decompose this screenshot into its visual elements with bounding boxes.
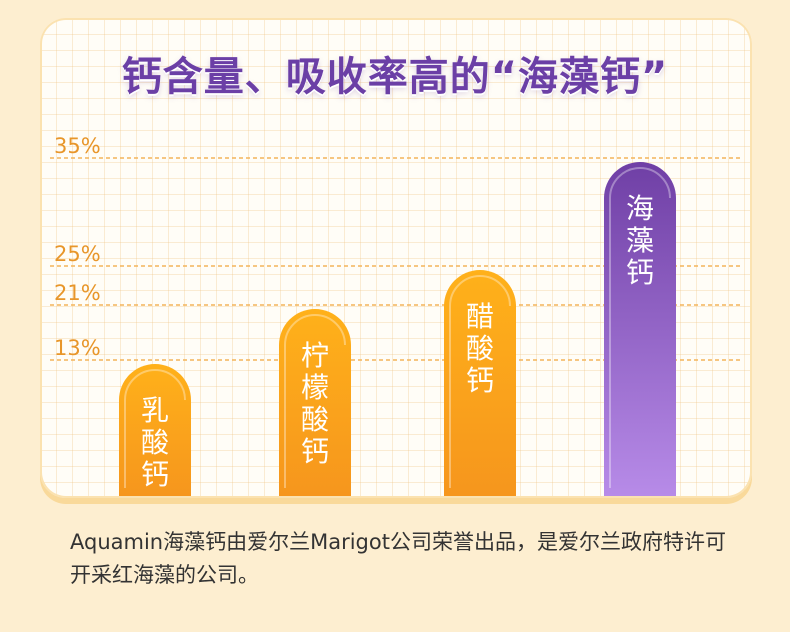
bar-category-label: 酸	[141, 426, 169, 459]
bar-highlight	[449, 275, 511, 488]
bar-highlight	[124, 369, 186, 488]
bar-category-label: 檬	[301, 371, 329, 404]
y-tick-label: 25%	[54, 242, 101, 266]
bar-highlight	[609, 167, 671, 488]
bar-category-label: 酸	[301, 403, 329, 436]
bar-category-label: 醋	[466, 300, 494, 333]
footer-description: Aquamin海藻钙由爱尔兰Marigot公司荣誉出品，是爱尔兰政府特许可开采红…	[70, 530, 726, 587]
bar-category-label: 柠	[301, 339, 329, 372]
bar-highlight	[284, 314, 346, 488]
bar	[279, 309, 351, 496]
bar-category-label: 钙	[626, 256, 654, 289]
bar-category-label: 海	[626, 192, 654, 225]
bar-category-label: 钙	[301, 435, 329, 468]
bar-category-label: 乳	[141, 394, 169, 427]
y-tick-label: 13%	[54, 336, 101, 360]
y-tick-label: 35%	[54, 134, 101, 158]
bar-category-label: 酸	[466, 332, 494, 365]
bar	[604, 162, 676, 496]
bar	[444, 270, 516, 496]
bar-category-label: 钙	[466, 364, 494, 397]
bar	[119, 364, 191, 496]
y-tick-label: 21%	[54, 281, 101, 305]
bar-category-label: 钙	[141, 458, 169, 491]
bar-category-label: 藻	[626, 224, 654, 257]
page-title: 钙含量、吸收率高的“海藻钙”	[121, 54, 669, 100]
